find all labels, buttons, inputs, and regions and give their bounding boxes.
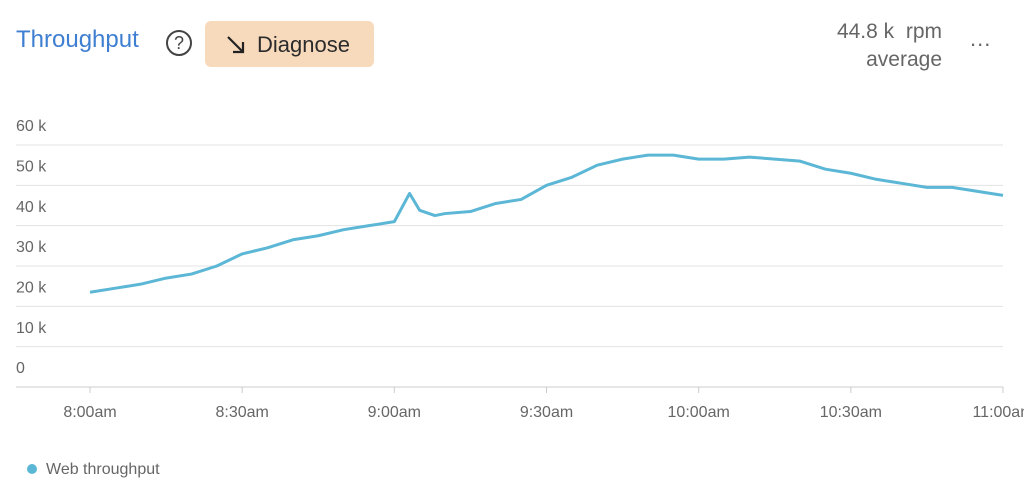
x-tick-label: 8:30am [215,404,268,421]
y-tick-label: 30 k [16,239,47,256]
stat-unit: rpm [905,20,942,43]
widget-title[interactable]: Throughput [16,26,139,53]
y-tick-label: 10 k [16,320,47,337]
x-tick-label: 11:00am [972,404,1024,421]
x-tick-label: 10:00am [668,404,730,421]
button-label: Diagnose [257,32,350,57]
y-tick-label: 60 k [16,118,47,135]
x-tick-label: 9:30am [520,404,573,421]
legend-swatch [27,464,37,474]
arrow-icon [227,36,245,54]
help-icon[interactable]: ? [166,30,192,56]
x-tick-label: 9:00am [368,404,421,421]
stat: 44.8 k rpm [837,20,942,44]
y-tick-label: 20 k [16,280,47,297]
y-tick-label: 50 k [16,159,47,176]
y-tick-label: 40 k [16,199,47,216]
x-tick-label: 10:30am [820,404,882,421]
y-tick-label: 0 [16,360,25,377]
stat-caption: average [866,48,942,71]
diagnose-button[interactable]: Diagnose [205,21,374,67]
stat-value: 44.8 k [836,20,895,43]
legend-label: Web throughput [46,461,160,478]
series-line [89,153,1004,294]
x-tick-label: 8:00am [63,404,116,421]
menu[interactable]: ... [970,26,992,51]
